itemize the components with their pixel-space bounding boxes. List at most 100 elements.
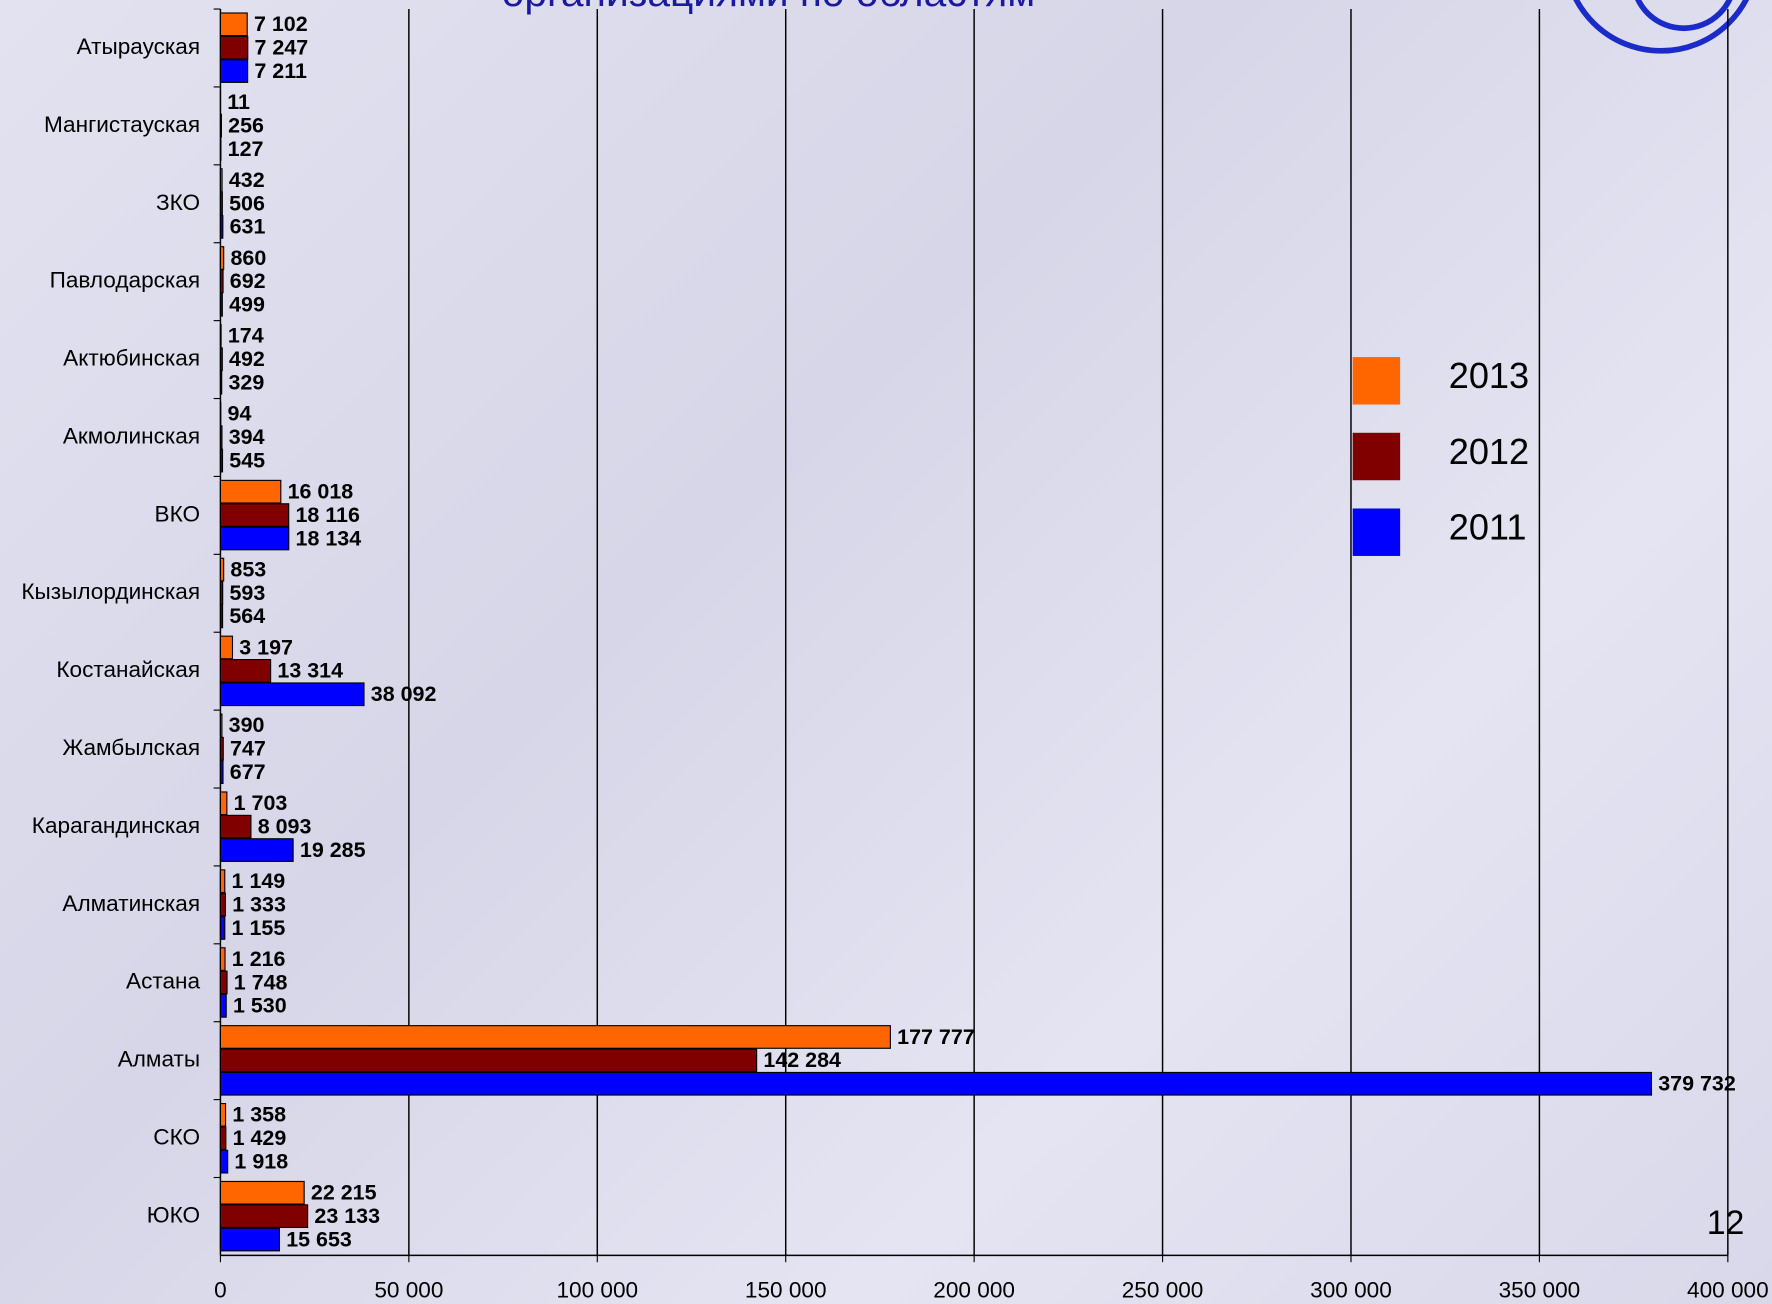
y-tick-label: Мангистауская (44, 112, 200, 137)
value-label: 1 429 (233, 1126, 287, 1150)
bar (219, 425, 223, 450)
bar (219, 604, 224, 629)
bar (219, 1071, 1653, 1096)
value-label: 692 (230, 269, 266, 293)
bar (219, 292, 223, 317)
value-label: 94 (228, 402, 252, 426)
value-label: 860 (230, 246, 266, 270)
bar (219, 713, 223, 738)
bar (219, 479, 282, 504)
value-label: 853 (230, 557, 266, 581)
value-label: 11 (227, 90, 250, 114)
bar (219, 947, 226, 971)
bar (219, 347, 223, 372)
value-label: 492 (229, 347, 265, 371)
x-tick-label: 400 000 (1687, 1278, 1769, 1303)
bar (219, 869, 226, 894)
x-tick-label: 350 000 (1499, 1278, 1581, 1303)
chart-title: организациями по областям (502, 0, 1035, 15)
bar (219, 916, 226, 940)
logo (1573, 0, 1750, 54)
bar (219, 557, 225, 582)
value-label: 593 (229, 581, 265, 605)
value-label: 1 703 (234, 791, 288, 815)
y-tick-label: Алматы (118, 1047, 200, 1072)
value-label: 3 197 (239, 635, 293, 659)
x-tick-label: 250 000 (1122, 1278, 1204, 1303)
bar (219, 682, 365, 707)
legend-label: 2011 (1449, 507, 1527, 548)
bar (219, 191, 223, 216)
x-tick-label: 0 (214, 1278, 227, 1303)
y-tick-label: Карагандинская (32, 813, 200, 838)
y-tick-label: Жамбылская (62, 735, 200, 760)
value-label: 18 116 (295, 503, 360, 527)
value-label: 7 247 (255, 35, 309, 59)
y-tick-label: Кызылординская (21, 579, 200, 604)
x-tick-label: 150 000 (745, 1278, 827, 1303)
y-tick-label: ЗКО (156, 190, 200, 215)
bar (219, 659, 272, 683)
value-label: 15 653 (286, 1227, 352, 1251)
value-label: 16 018 (288, 479, 354, 503)
bar (219, 12, 248, 37)
value-label: 127 (228, 137, 264, 161)
value-label: 1 358 (232, 1103, 286, 1127)
bar (219, 1204, 309, 1229)
bar (219, 892, 227, 917)
bar (219, 1149, 229, 1174)
value-label: 1 530 (233, 994, 287, 1018)
value-label: 564 (229, 604, 265, 628)
value-label: 631 (230, 215, 266, 239)
page-number: 12 (1707, 1204, 1745, 1242)
bar (219, 970, 228, 995)
value-label: 8 093 (258, 814, 312, 838)
bar (219, 1103, 227, 1127)
bar (219, 168, 223, 192)
value-label: 506 (229, 191, 265, 215)
bar (219, 791, 228, 816)
value-label: 1 918 (234, 1149, 288, 1173)
value-label: 23 133 (314, 1204, 380, 1228)
value-label: 499 (229, 293, 265, 317)
bar (219, 581, 224, 605)
value-label: 13 314 (277, 659, 343, 683)
bar (219, 760, 224, 785)
y-tick-label: Актюбинская (63, 346, 200, 371)
value-label: 379 732 (1658, 1072, 1736, 1096)
y-tick-label: Акмолинская (63, 423, 200, 448)
bar (219, 736, 224, 761)
bar (219, 635, 234, 660)
bar (219, 59, 249, 83)
value-label: 22 215 (311, 1181, 377, 1205)
value-label: 142 284 (763, 1048, 841, 1072)
value-label: 432 (229, 168, 265, 192)
bar (219, 1227, 280, 1252)
value-label: 390 (229, 713, 265, 737)
bar (219, 324, 222, 348)
y-tick-label: Павлодарская (50, 268, 200, 293)
bar (219, 269, 224, 294)
legend-swatch (1352, 357, 1401, 405)
value-label: 7 102 (254, 12, 308, 36)
bar (219, 35, 249, 60)
value-label: 38 092 (371, 682, 437, 706)
value-label: 1 748 (234, 970, 288, 994)
x-tick-label: 300 000 (1310, 1278, 1392, 1303)
value-label: 1 155 (232, 916, 286, 940)
y-tick-label: ВКО (155, 501, 201, 526)
value-label: 7 211 (254, 59, 307, 83)
bar (219, 526, 290, 551)
x-tick-label: 100 000 (556, 1278, 638, 1303)
value-label: 394 (229, 425, 265, 449)
bar (219, 215, 224, 239)
bar (219, 1180, 305, 1205)
value-label: 329 (228, 370, 264, 394)
bar (219, 1126, 227, 1151)
y-tick-label: Алматинская (62, 891, 200, 916)
value-label: 1 149 (232, 869, 286, 893)
y-tick-label: ЮКО (147, 1202, 200, 1227)
value-label: 747 (230, 737, 266, 761)
legend-swatch (1352, 432, 1401, 481)
